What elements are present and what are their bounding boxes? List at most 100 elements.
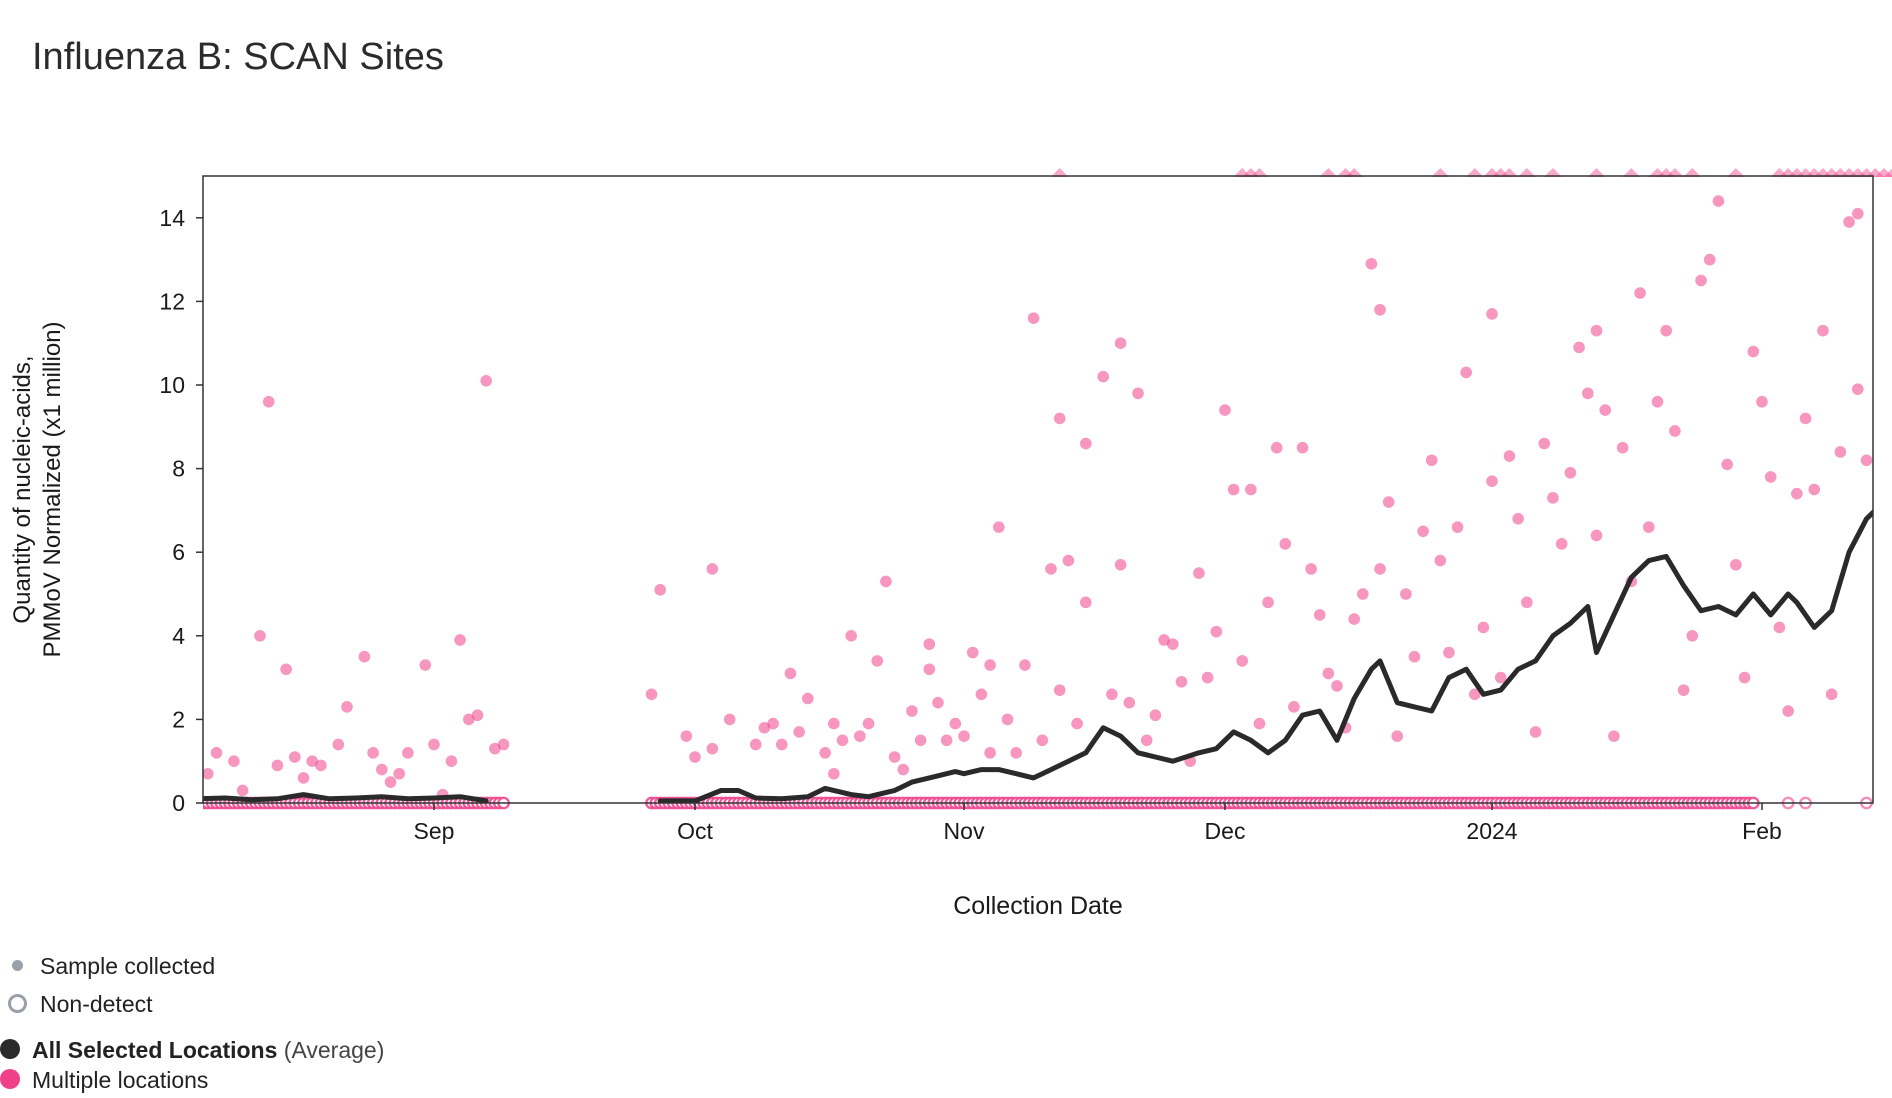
data-point [862, 717, 875, 730]
above-range-marker [1319, 168, 1338, 177]
y-axis-label-line1: Quantity of nucleic-acids, [9, 355, 36, 623]
data-point [1245, 483, 1257, 496]
above-range-marker [1587, 168, 1606, 177]
data-point [1843, 216, 1855, 228]
data-point [897, 763, 910, 776]
data-point [280, 663, 292, 676]
data-point [1374, 303, 1386, 316]
legend-label-non-detect: Non-detect [40, 990, 153, 1017]
data-point [262, 395, 275, 408]
data-point [1608, 730, 1620, 742]
data-point [1062, 554, 1075, 567]
data-point [1408, 650, 1421, 663]
data-point [306, 755, 319, 767]
legend: Sample collected Non-detect All Selected… [0, 948, 600, 1098]
data-point [880, 575, 892, 588]
average-line [657, 509, 1873, 804]
data-point [1071, 717, 1083, 730]
above-range-marker [1822, 168, 1841, 177]
legend-sample-collected[interactable]: Sample collected [0, 948, 600, 984]
data-point [1322, 667, 1335, 680]
above-range-marker [1657, 168, 1676, 177]
data-point [1825, 688, 1838, 701]
data-point [854, 730, 866, 742]
above-range-marker [1874, 168, 1892, 177]
data-point [1382, 496, 1395, 508]
legend-label-all-locations-suffix: (Average) [283, 1036, 385, 1063]
data-point [1080, 437, 1092, 450]
data-point [1193, 567, 1205, 579]
data-point [1443, 646, 1455, 659]
legend-multiple-locations[interactable]: Multiple locations [0, 1062, 600, 1098]
data-point [1573, 341, 1585, 354]
data-point [1616, 441, 1629, 454]
legend-non-detect[interactable]: Non-detect [0, 986, 600, 1022]
data-point [1027, 312, 1040, 324]
data-point [1400, 588, 1412, 600]
data-point [1460, 366, 1472, 379]
x-axis-label: Collection Date [953, 892, 1123, 920]
data-point [376, 763, 388, 776]
data-point [1486, 475, 1498, 487]
above-range-marker [1491, 168, 1510, 177]
data-point [923, 663, 936, 676]
data-point [1001, 713, 1014, 726]
data-point [1425, 454, 1438, 467]
data-point [1721, 458, 1733, 471]
data-point [1494, 671, 1507, 684]
axes: 0 2 4 6 8 10 12 14 Sep Oct Nov Dec 2024 Feb [159, 175, 1874, 844]
data-point [1313, 609, 1326, 621]
data-point [680, 730, 693, 742]
data-point [289, 751, 301, 763]
y-tick-label: 10 [159, 372, 185, 398]
data-point [1564, 466, 1577, 479]
data-point [367, 747, 379, 759]
data-point [454, 634, 466, 646]
x-tick-label: Oct [677, 818, 713, 844]
data-point [445, 755, 458, 767]
above-range-marker [1622, 168, 1641, 177]
data-point [845, 630, 857, 642]
data-point [1834, 446, 1847, 458]
data-point [1348, 613, 1360, 625]
data-point [767, 717, 779, 730]
above-range-marker [1831, 168, 1850, 177]
data-point [828, 767, 840, 780]
above-range-marker [1250, 168, 1269, 177]
data-point [1365, 257, 1378, 270]
above-range-marker [1779, 168, 1798, 177]
data-point [1331, 680, 1343, 692]
page-title: Influenza B: SCAN Sites [32, 36, 444, 78]
data-point [1590, 324, 1603, 337]
data-point [1123, 696, 1136, 709]
data-point [402, 747, 414, 759]
data-point [1677, 684, 1690, 696]
above-range-marker [1431, 168, 1450, 177]
data-point [1210, 625, 1223, 638]
y-tick-label: 12 [159, 288, 185, 314]
data-point [1132, 387, 1144, 400]
x-tick-label: Feb [1742, 818, 1782, 844]
data-point [1712, 195, 1725, 207]
data-point [1582, 387, 1594, 400]
multiple-locations-icon [0, 1069, 20, 1089]
data-point [723, 713, 736, 726]
data-point [1451, 521, 1464, 533]
above-range-marker [1050, 168, 1069, 177]
data-point [271, 759, 284, 772]
above-range-marker [1648, 168, 1667, 177]
data-point [471, 709, 484, 722]
non-detect-icon [8, 994, 27, 1013]
plot-area [203, 168, 1892, 810]
data-point [984, 747, 996, 759]
data-point [802, 692, 814, 705]
data-point [1417, 525, 1429, 538]
legend-all-locations[interactable]: All Selected Locations (Average) [0, 1032, 600, 1068]
data-point [819, 747, 831, 759]
data-point [358, 650, 371, 663]
data-point [1695, 274, 1707, 287]
above-range-marker [1543, 168, 1562, 177]
x-tick-label: Sep [414, 818, 455, 844]
data-point [1799, 412, 1812, 425]
data-point [1149, 709, 1162, 722]
